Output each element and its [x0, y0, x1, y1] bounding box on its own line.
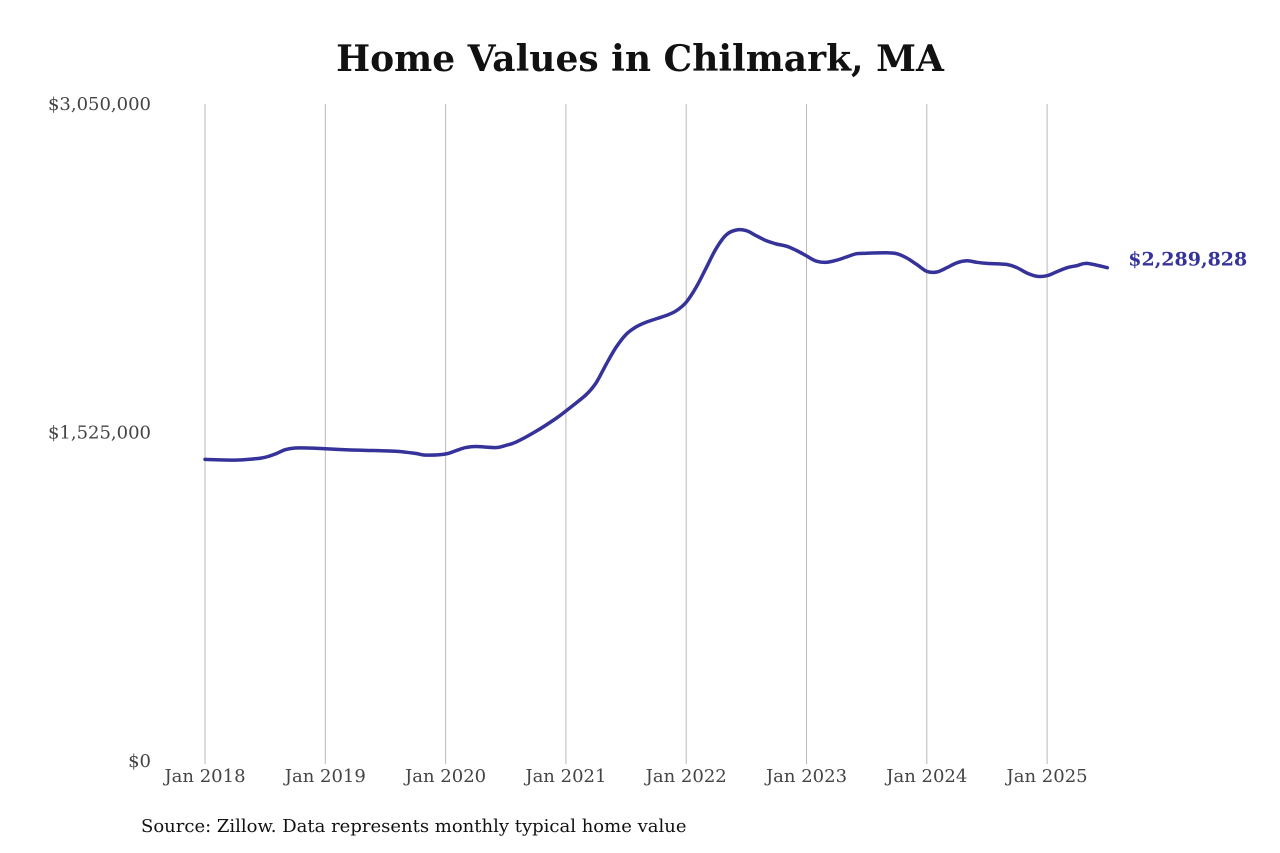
x-tick-label: Jan 2022 [644, 766, 727, 787]
axis-ticks: Jan 2018 Jan 2019 Jan 2020 Jan 2021 Jan 2022… [48, 94, 1088, 787]
x-tick-label: Jan 2021 [523, 766, 606, 787]
x-tick-label: Jan 2025 [1005, 766, 1088, 787]
chart-title: Home Values in Chilmark, MA [336, 38, 944, 80]
y-tick-label: $1,525,000 [48, 423, 151, 444]
y-tick-label: $3,050,000 [48, 94, 151, 115]
x-tick-label: Jan 2024 [884, 766, 967, 787]
end-value-label: $2,289,828 [1128, 249, 1247, 271]
x-tick-label: Jan 2023 [764, 766, 847, 787]
series-layer: $2,289,828 [203, 227, 1247, 462]
x-tick-label: Jan 2019 [283, 766, 366, 787]
x-tick-label: Jan 2018 [162, 766, 245, 787]
chart-source-note: Source: Zillow. Data represents monthly … [141, 816, 687, 837]
x-tick-label: Jan 2020 [403, 766, 486, 787]
home-value-line [203, 227, 1110, 462]
y-tick-label: $0 [128, 751, 151, 772]
gridlines [204, 104, 1048, 764]
